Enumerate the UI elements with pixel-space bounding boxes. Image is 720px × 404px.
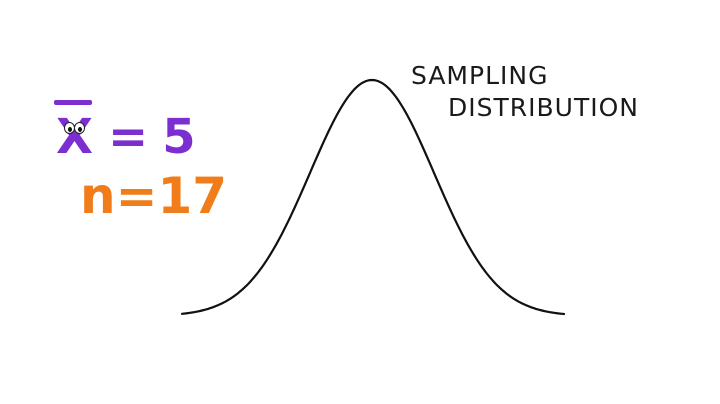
- curve-label-line-2: DISTRIBUTION: [448, 93, 639, 122]
- sample-mean-equation: X = 5: [52, 100, 196, 165]
- x-bar-symbol: X: [52, 100, 94, 165]
- mean-value: 5: [162, 109, 196, 165]
- mean-bar: [54, 100, 92, 105]
- mean-equals-sign: =: [108, 109, 149, 165]
- bell-curve: [180, 78, 566, 316]
- x-letter: X: [56, 109, 94, 165]
- sample-size-equation: n=17: [80, 167, 228, 225]
- right-eye-icon: [74, 122, 85, 134]
- curve-label-line-1: SAMPLING: [411, 61, 549, 90]
